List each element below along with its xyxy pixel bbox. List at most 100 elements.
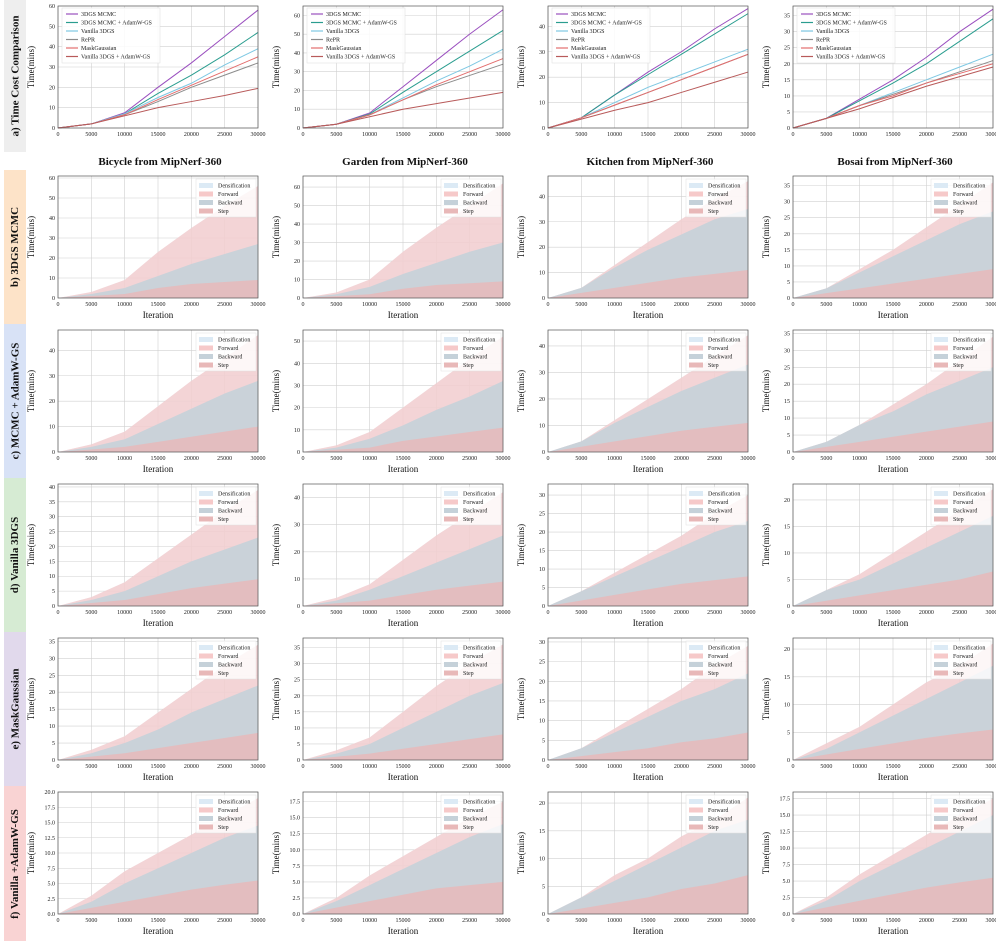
x-tick-label: 10000 — [117, 610, 132, 616]
y-tick-label: 5 — [787, 433, 790, 439]
y-tick-label: 50 — [49, 196, 55, 202]
x-tick-label: 30000 — [741, 132, 756, 138]
y-tick-label: 40 — [539, 344, 545, 350]
column-title-bosai: Bosai from MipNerf-360 — [837, 156, 953, 168]
area-step — [793, 421, 993, 452]
x-tick-label: 25000 — [462, 302, 477, 308]
area-step — [793, 729, 993, 760]
x-tick-label: 5000 — [575, 456, 587, 462]
legend: Densification Forward Backward Step — [930, 178, 992, 218]
y-tick-label: 12.5 — [290, 832, 301, 838]
legend-swatch-forward — [934, 499, 948, 505]
x-tick-label: 30000 — [251, 302, 266, 308]
legend-label: MaskGaussian — [571, 46, 606, 52]
legend-swatch-forward — [444, 499, 458, 505]
x-tick-label: 25000 — [707, 456, 722, 462]
legend: Densification Forward Backward Step — [195, 794, 257, 834]
legend-swatch-backward — [444, 662, 458, 667]
legend-swatch-forward — [444, 345, 458, 351]
column-title-bicycle: Bicycle from MipNerf-360 — [98, 156, 222, 168]
y-tick-label: 60 — [294, 13, 300, 19]
y-tick-label: 25 — [294, 678, 300, 684]
legend-label-forward: Forward — [708, 346, 728, 352]
legend-swatch-backward — [199, 662, 213, 667]
y-axis-label: Time(mins) — [516, 524, 526, 566]
y-tick-label: 10 — [49, 724, 55, 730]
y-tick-label: 5.0 — [48, 882, 56, 888]
y-tick-label: 35 — [784, 184, 790, 190]
chart-f-4: Densification Forward Backward Step Iteratio… — [761, 791, 996, 936]
x-tick-label: 25000 — [707, 132, 722, 138]
x-tick-label: 0 — [547, 302, 550, 308]
y-tick-label: 10 — [784, 264, 790, 270]
legend-swatch-step — [934, 670, 948, 676]
y-axis-label: Time(mins) — [761, 216, 771, 258]
x-tick-label: 15000 — [641, 132, 656, 138]
x-axis-label: Iteration — [878, 464, 909, 474]
legend-swatch-backward — [934, 816, 948, 821]
legend-label-forward: Forward — [463, 808, 483, 814]
x-tick-label: 20000 — [919, 302, 934, 308]
chart-a-2: 3DGS MCMC 3DGS MCMC + AdamW-GS Vanilla 3DG… — [271, 5, 511, 138]
legend-label: 3DGS MCMC — [326, 12, 361, 18]
y-tick-label: 25 — [539, 660, 545, 666]
y-tick-label: 15.0 — [45, 821, 56, 827]
y-tick-label: 30 — [49, 515, 55, 521]
legend: Densification Forward Backward Step — [685, 178, 747, 218]
x-tick-label: 30000 — [496, 456, 511, 462]
y-tick-label: 0 — [542, 126, 545, 132]
y-tick-label: 0 — [787, 604, 790, 610]
x-axis-label: Iteration — [878, 310, 909, 320]
y-tick-label: 50 — [294, 32, 300, 38]
x-tick-label: 10000 — [852, 764, 867, 770]
legend-swatch-step — [444, 670, 458, 676]
legend-label-backward: Backward — [218, 355, 242, 361]
legend-label-densification: Densification — [463, 645, 495, 652]
y-tick-label: 40 — [294, 361, 300, 367]
legend-swatch-densification — [444, 337, 458, 342]
y-tick-label: 0 — [542, 758, 545, 764]
x-tick-label: 20000 — [429, 132, 444, 138]
legend: Densification Forward Backward Step — [685, 332, 747, 372]
legend-swatch-forward — [689, 653, 703, 659]
x-tick-label: 30000 — [986, 302, 996, 308]
x-tick-label: 10000 — [362, 302, 377, 308]
y-axis-label: Time(mins) — [26, 832, 36, 874]
y-tick-label: 15 — [49, 559, 55, 565]
chart-f-2: Densification Forward Backward Step Iteratio… — [271, 791, 511, 936]
y-axis-label: Time(mins) — [26, 370, 36, 412]
series-line — [547, 53, 749, 129]
x-tick-label: 25000 — [217, 132, 232, 138]
plot-frame — [547, 175, 749, 299]
y-tick-label: 30 — [294, 383, 300, 389]
legend: Densification Forward Backward Step — [195, 332, 257, 372]
legend-label: Vanilla 3DGS + AdamW-GS — [326, 55, 395, 61]
x-axis-label: Iteration — [388, 772, 419, 782]
legend-box — [306, 7, 406, 64]
legend-swatch-densification — [199, 183, 213, 188]
y-tick-label: 0 — [542, 912, 545, 918]
y-tick-label: 17.5 — [45, 805, 56, 811]
y-tick-label: 10 — [49, 276, 55, 282]
y-tick-label: 20 — [49, 256, 55, 262]
area-step — [548, 270, 748, 298]
y-tick-label: 60 — [294, 185, 300, 191]
chart-c-1: Densification Forward Backward Step Iteratio… — [26, 329, 266, 474]
plot-frame — [547, 791, 749, 915]
legend-label-backward: Backward — [463, 663, 487, 669]
x-tick-label: 30000 — [741, 918, 756, 924]
x-tick-label: 30000 — [496, 610, 511, 616]
area-step — [58, 880, 258, 914]
legend-swatch-step — [444, 824, 458, 830]
y-axis-label: Time(mins) — [271, 678, 281, 720]
legend: Densification Forward Backward Step — [685, 794, 747, 834]
x-tick-label: 30000 — [496, 764, 511, 770]
legend-swatch-backward — [199, 200, 213, 205]
x-tick-label: 15000 — [886, 302, 901, 308]
legend-label-backward: Backward — [218, 509, 242, 515]
x-tick-label: 20000 — [919, 918, 934, 924]
y-tick-label: 10 — [784, 703, 790, 709]
x-tick-label: 0 — [547, 764, 550, 770]
y-tick-label: 60 — [49, 176, 55, 182]
